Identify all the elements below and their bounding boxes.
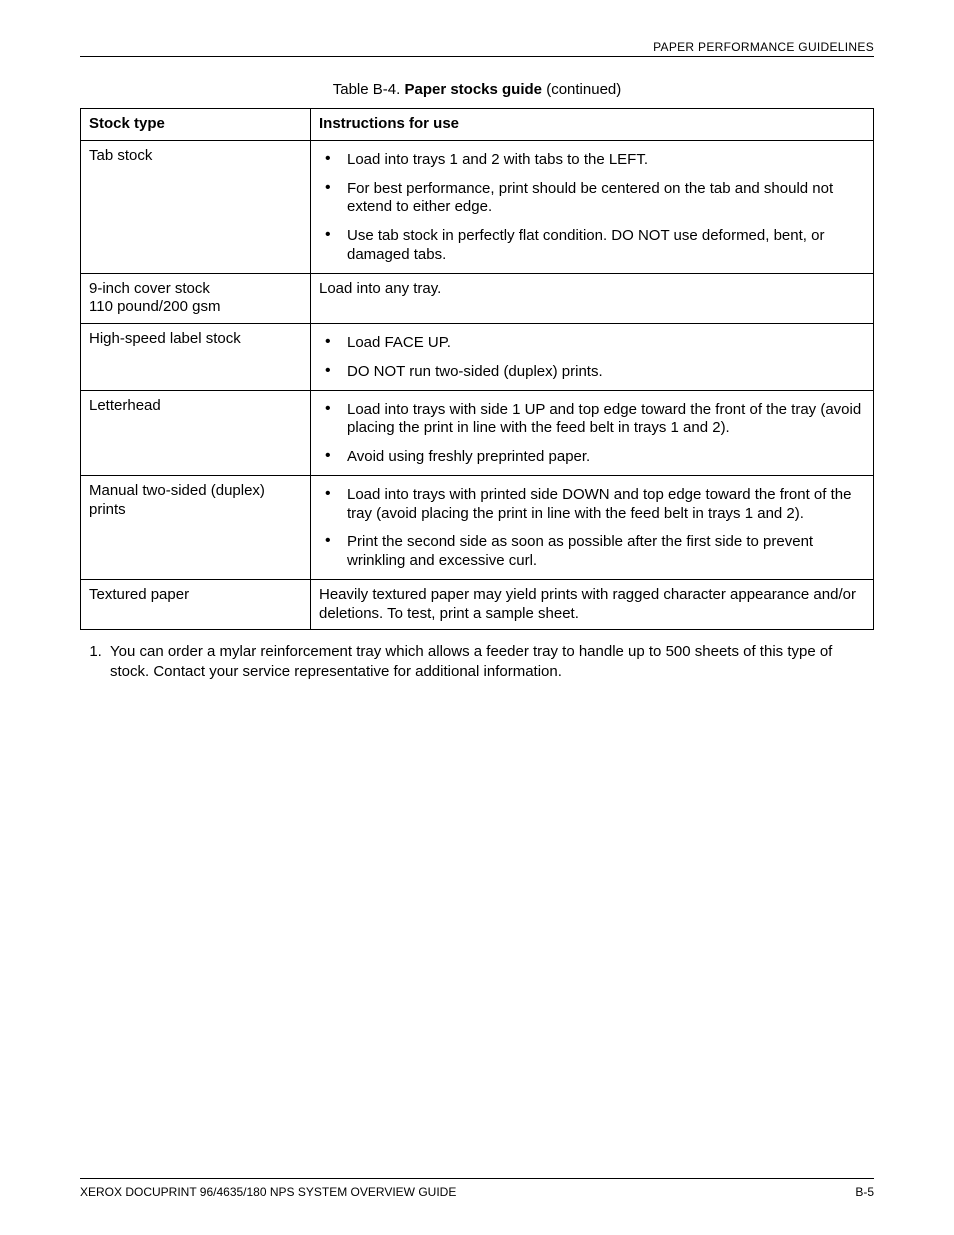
stock-type-cell: Manual two-sided (duplex) prints	[81, 475, 311, 579]
page-footer: XEROX DOCUPRINT 96/4635/180 NPS SYSTEM O…	[80, 1178, 874, 1199]
instructions-cell: Load FACE UP. DO NOT run two-sided (duple…	[311, 324, 874, 391]
footer-left: XEROX DOCUPRINT 96/4635/180 NPS SYSTEM O…	[80, 1185, 456, 1199]
stock-type-cell: Letterhead	[81, 390, 311, 475]
col-header-instructions: Instructions for use	[311, 109, 874, 141]
stock-type-cell: Tab stock	[81, 140, 311, 273]
instruction-bullet: Load FACE UP.	[347, 334, 865, 353]
instructions-cell: Heavily textured paper may yield prints …	[311, 579, 874, 630]
stocks-table-body: Tab stock Load into trays 1 and 2 with ta…	[81, 140, 874, 630]
instruction-bullet: DO NOT run two-sided (duplex) prints.	[347, 363, 865, 382]
caption-title: Paper stocks guide	[404, 81, 542, 98]
instruction-bullet-list: Load FACE UP. DO NOT run two-sided (duple…	[319, 334, 865, 382]
stocks-table: Stock type Instructions for use Tab stoc…	[80, 108, 874, 630]
stock-type-cell: High-speed label stock	[81, 324, 311, 391]
instruction-bullet: Load into trays with printed side DOWN a…	[347, 486, 865, 524]
table-row: 9-inch cover stock110 pound/200 gsmLoad …	[81, 273, 874, 324]
col-header-stock-type: Stock type	[81, 109, 311, 141]
instruction-bullet-list: Load into trays 1 and 2 with tabs to the…	[319, 151, 865, 265]
instruction-bullet: Use tab stock in perfectly flat conditio…	[347, 227, 865, 265]
running-header: PAPER PERFORMANCE GUIDELINES	[80, 40, 874, 54]
instruction-bullet: Print the second side as soon as possibl…	[347, 533, 865, 571]
footer-right: B-5	[855, 1185, 874, 1199]
instructions-cell: Load into trays with printed side DOWN a…	[311, 475, 874, 579]
table-row: Manual two-sided (duplex) prints Load int…	[81, 475, 874, 579]
instructions-cell: Load into trays 1 and 2 with tabs to the…	[311, 140, 874, 273]
table-row: Letterhead Load into trays with side 1 UP…	[81, 390, 874, 475]
footnotes-list: You can order a mylar reinforcement tray…	[80, 642, 874, 681]
stock-type-cell: Textured paper	[81, 579, 311, 630]
instructions-cell: Load into any tray.	[311, 273, 874, 324]
instruction-bullet: Load into trays with side 1 UP and top e…	[347, 401, 865, 439]
footnote-item: You can order a mylar reinforcement tray…	[106, 642, 874, 681]
instructions-cell: Load into trays with side 1 UP and top e…	[311, 390, 874, 475]
instruction-bullet-list: Load into trays with printed side DOWN a…	[319, 486, 865, 571]
instruction-bullet: For best performance, print should be ce…	[347, 180, 865, 218]
footer-rule	[80, 1178, 874, 1179]
stock-type-cell: 9-inch cover stock110 pound/200 gsm	[81, 273, 311, 324]
header-rule	[80, 56, 874, 57]
table-header-row: Stock type Instructions for use	[81, 109, 874, 141]
caption-suffix: (continued)	[542, 81, 621, 98]
table-row: High-speed label stock Load FACE UP. DO NO…	[81, 324, 874, 391]
instruction-bullet: Avoid using freshly preprinted paper.	[347, 448, 865, 467]
table-row: Textured paperHeavily textured paper may…	[81, 579, 874, 630]
instruction-bullet-list: Load into trays with side 1 UP and top e…	[319, 401, 865, 467]
instruction-bullet: Load into trays 1 and 2 with tabs to the…	[347, 151, 865, 170]
caption-prefix: Table B-4.	[333, 81, 405, 98]
table-caption: Table B-4. Paper stocks guide (continued…	[80, 81, 874, 98]
table-row: Tab stock Load into trays 1 and 2 with ta…	[81, 140, 874, 273]
